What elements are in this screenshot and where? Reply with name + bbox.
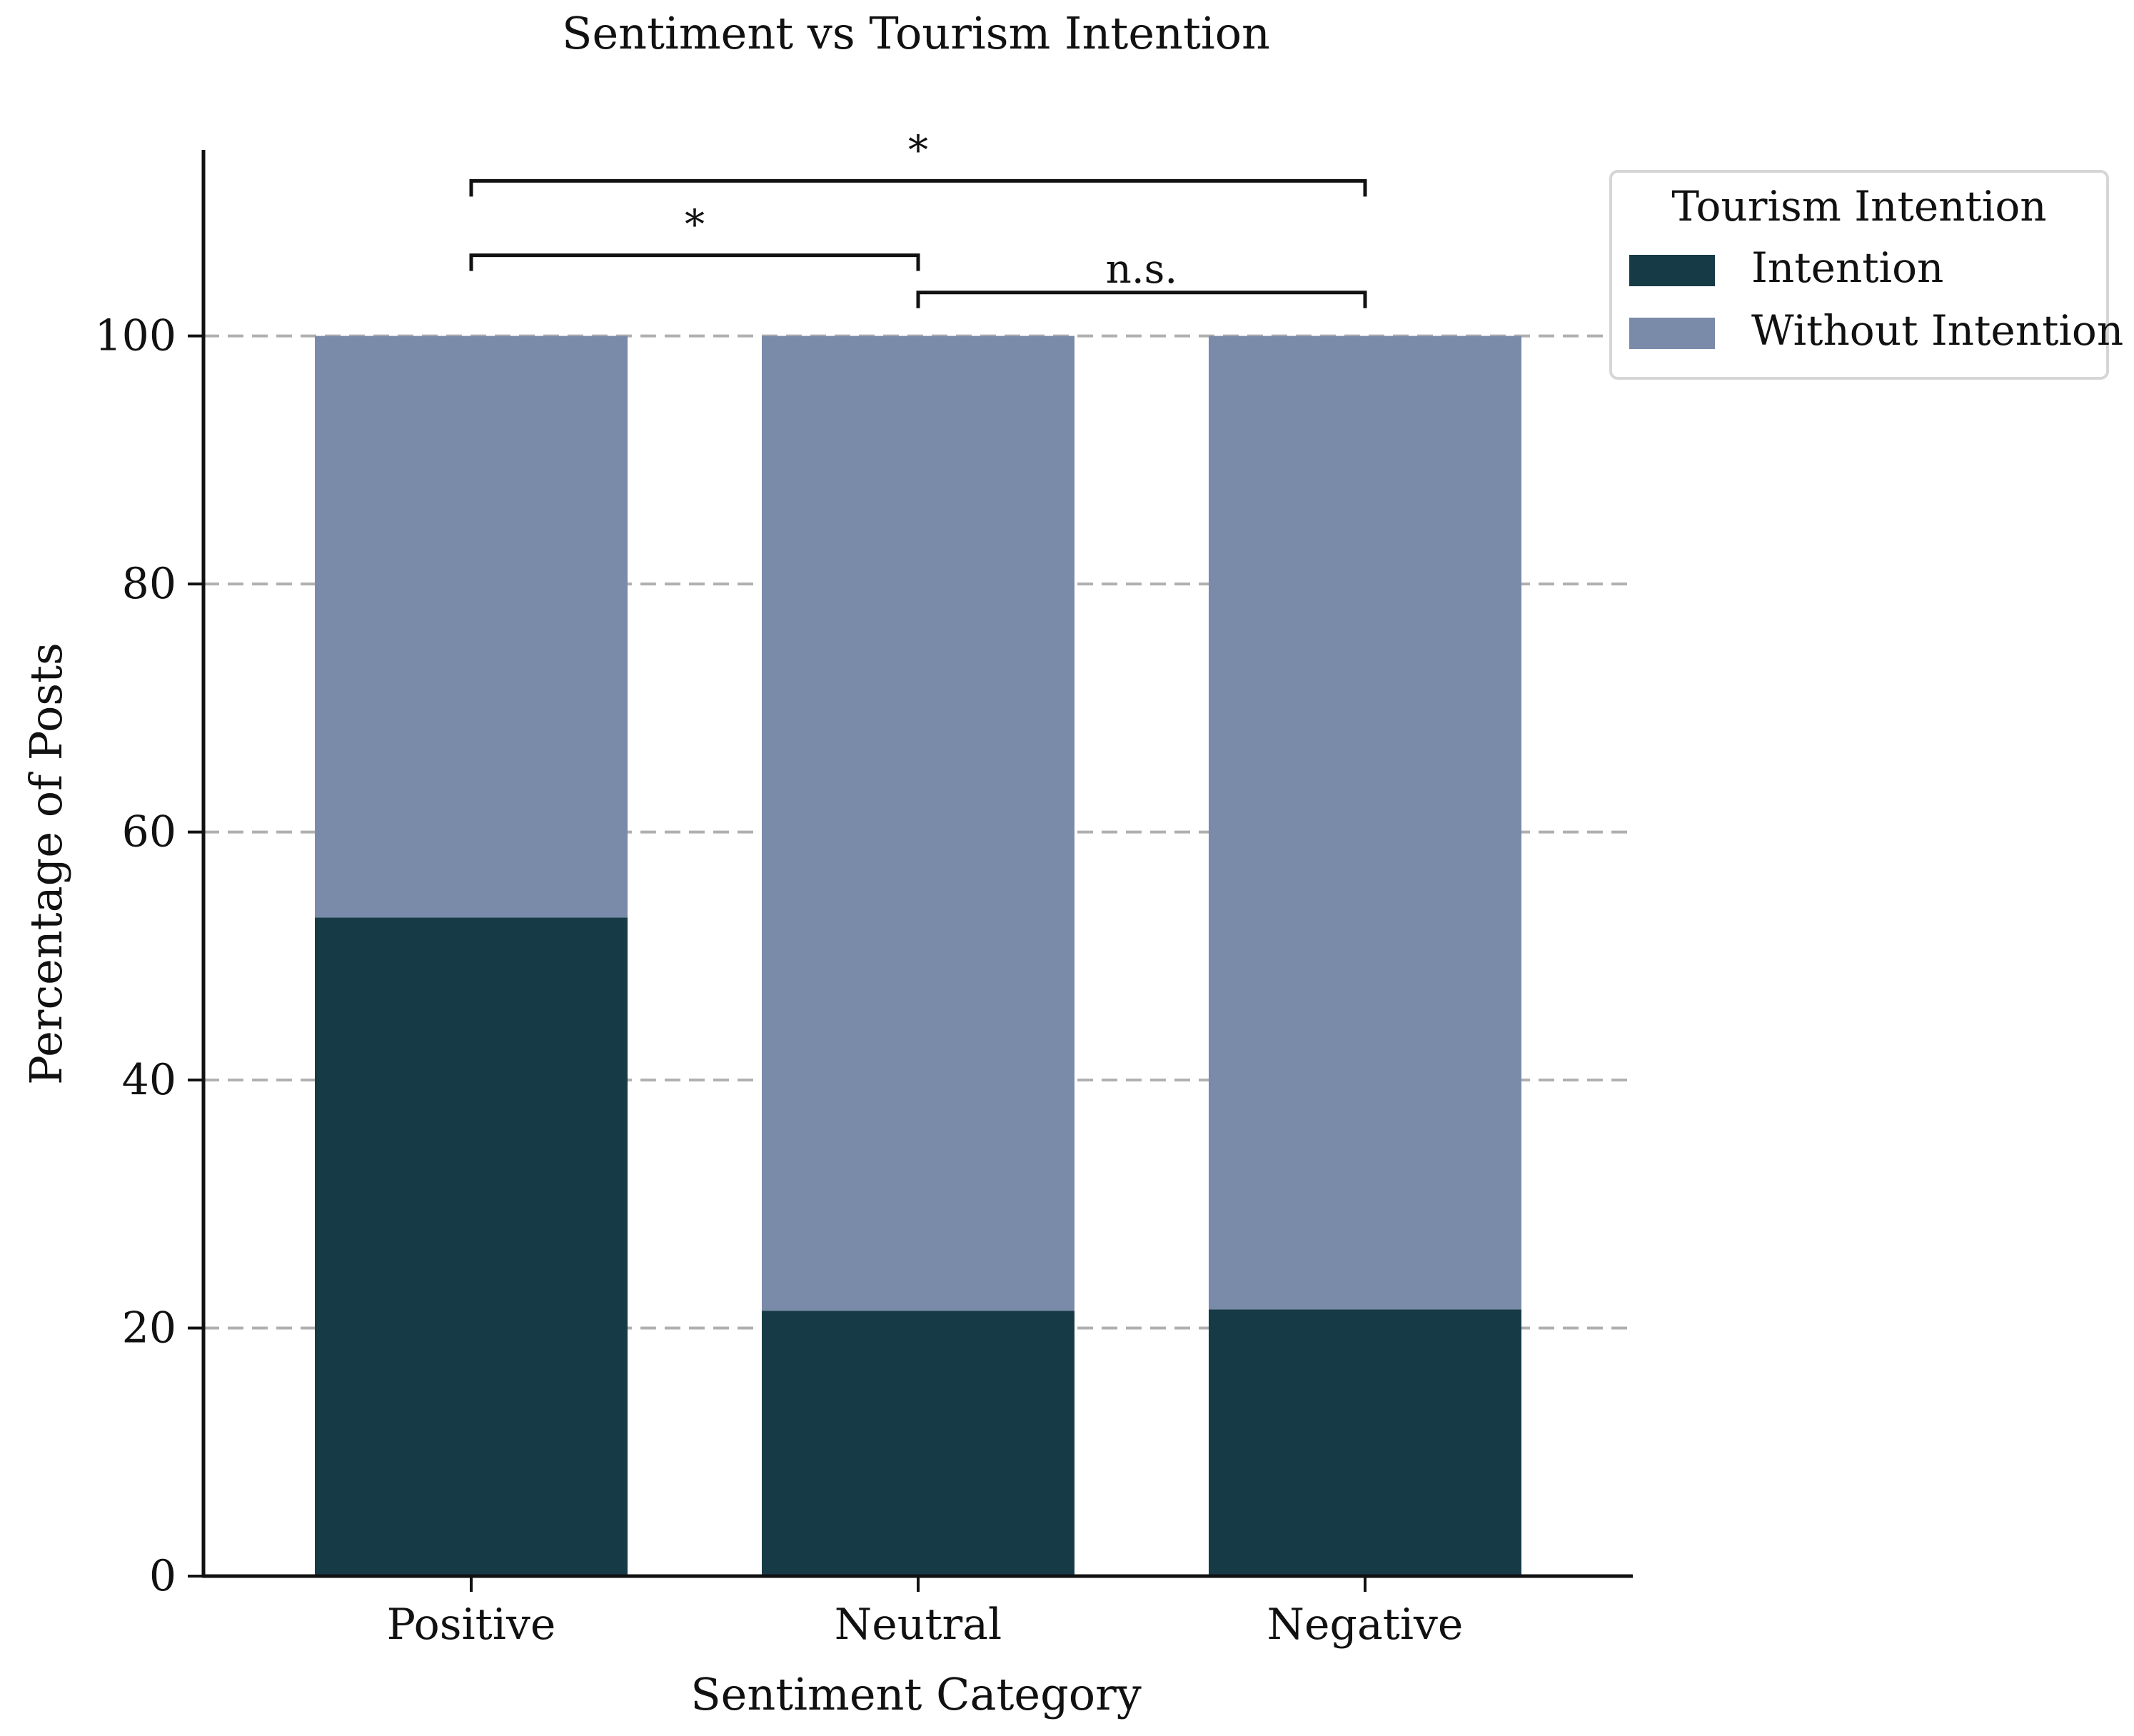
legend-label-intention: Intention (1751, 243, 1943, 292)
x-tick-label-negative: Negative (1267, 1600, 1464, 1650)
legend: Tourism Intention Intention Without Inten… (1609, 170, 2123, 380)
y-axis-label: Percentage of Posts (20, 642, 72, 1085)
bar-positive-without-intention (315, 335, 628, 918)
significance-label-3: n.s. (1106, 246, 1177, 293)
bar-positive-intention (315, 917, 628, 1576)
legend-frame (1609, 170, 2109, 380)
text-labels: Sentiment vs Tourism Intention Sentiment… (20, 7, 1270, 1720)
bar-negative-intention (1209, 1309, 1521, 1576)
y-tick-label-80: 80 (122, 559, 176, 609)
significance-brackets: * * n.s. (469, 127, 1367, 308)
bar-neutral-intention (762, 1311, 1074, 1576)
bars (315, 335, 1521, 1576)
legend-label-without-intention: Without Intention (1751, 306, 2123, 355)
y-tick-label-60: 60 (122, 807, 176, 857)
x-axis-label: Sentiment Category (690, 1668, 1142, 1720)
y-tick-label-100: 100 (94, 311, 176, 361)
significance-bracket-1 (469, 178, 1367, 197)
legend-title: Tourism Intention (1671, 182, 2046, 231)
bar-neutral-without-intention (762, 335, 1074, 1311)
y-tick-label-40: 40 (122, 1055, 176, 1105)
legend-swatch-without-intention (1629, 318, 1715, 349)
significance-bracket-2 (469, 253, 920, 271)
significance-bracket-3 (916, 291, 1367, 308)
y-tick-label-0: 0 (149, 1551, 176, 1601)
axes: 0 20 40 60 80 100 Positive Neutral Negative (94, 150, 1633, 1650)
chart-title: Sentiment vs Tourism Intention (562, 7, 1270, 59)
legend-swatch-intention (1629, 255, 1715, 286)
legend-items: Intention Without Intention (1629, 243, 2123, 355)
x-tick-label-positive: Positive (387, 1600, 556, 1650)
y-tick-label-20: 20 (122, 1303, 176, 1353)
significance-label-2: * (685, 202, 705, 248)
significance-label-1: * (908, 127, 928, 173)
bar-negative-without-intention (1209, 335, 1521, 1310)
x-tick-label-neutral: Neutral (835, 1600, 1002, 1650)
